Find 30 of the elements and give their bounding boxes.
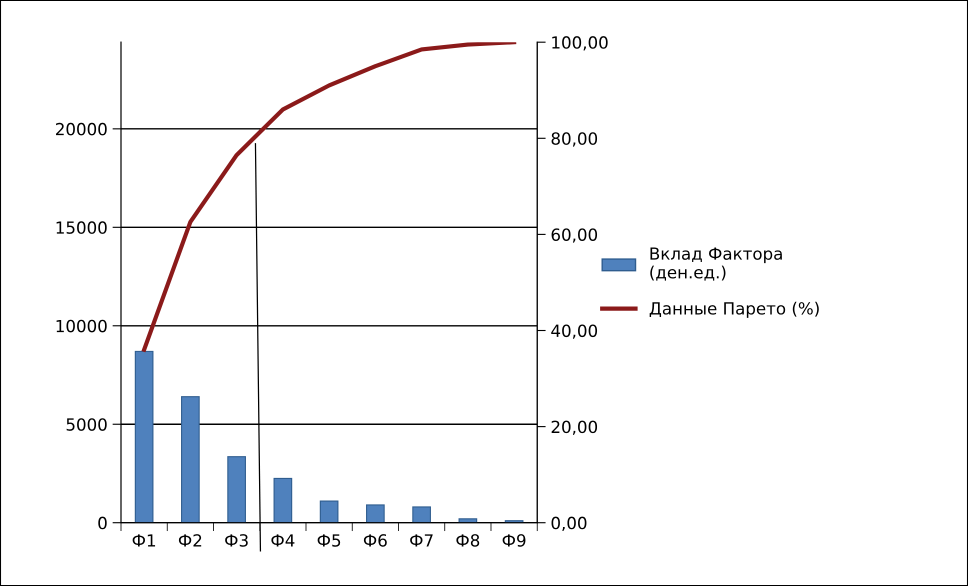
y-tick-label: 20000 bbox=[56, 122, 107, 136]
bar bbox=[320, 500, 338, 523]
x-tick-label: Ф3 bbox=[225, 534, 248, 547]
line-series bbox=[142, 42, 516, 352]
y-tick-label: 15000 bbox=[56, 221, 107, 234]
y-tick-label: 0 bbox=[98, 516, 107, 530]
bar bbox=[274, 478, 292, 523]
y2-tick-label: 60,00 bbox=[552, 228, 598, 243]
bar bbox=[366, 504, 385, 523]
bar bbox=[134, 350, 154, 523]
x-tick-label: Ф6 bbox=[364, 534, 387, 547]
x-tick-label: Ф5 bbox=[318, 534, 340, 547]
x-tick-label: Ф1 bbox=[132, 534, 156, 546]
legend-label: Данные Парето (%) bbox=[650, 302, 819, 318]
y2-tick-label: 40,00 bbox=[551, 324, 598, 339]
x-tick-label: Ф7 bbox=[410, 534, 433, 546]
bar bbox=[181, 396, 200, 523]
legend-label: Вклад Фактора (ден.ед.) bbox=[650, 248, 782, 281]
y-tick-label: 5000 bbox=[66, 418, 107, 431]
x-tick-label: Ф9 bbox=[502, 534, 526, 547]
bar bbox=[412, 506, 431, 523]
y2-tick-label: 100,00 bbox=[552, 36, 608, 50]
x-tick-label: Ф4 bbox=[271, 534, 294, 546]
x-tick-label: Ф2 bbox=[178, 534, 202, 546]
y-tick-label: 10000 bbox=[56, 320, 107, 332]
y2-tick-label: 80,00 bbox=[552, 132, 598, 147]
x-tick-label: Ф8 bbox=[456, 534, 480, 547]
y2-tick-label: 0,00 bbox=[552, 516, 586, 531]
bar bbox=[227, 456, 246, 523]
y2-tick-label: 20,00 bbox=[552, 420, 598, 435]
